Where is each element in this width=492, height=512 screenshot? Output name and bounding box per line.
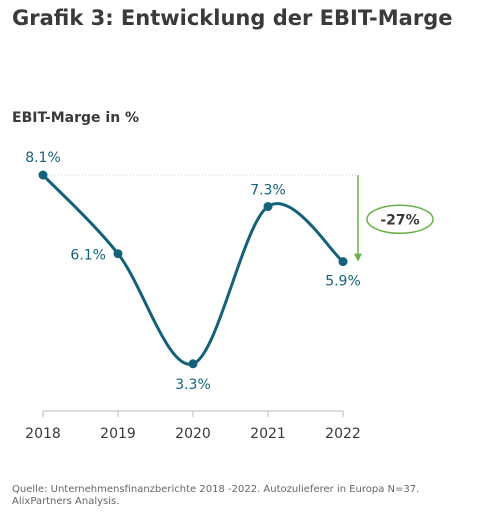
series-line (41, 173, 345, 366)
change-badge (366, 204, 434, 235)
data-label: 8.1% (25, 150, 61, 166)
data-point (263, 202, 273, 212)
data-point (188, 359, 198, 369)
source-line-1: Quelle: Unternehmensfinanzberichte 2018 … (12, 484, 420, 495)
x-tick-label: 2022 (325, 426, 361, 442)
chart-title: Grafik 3: Entwicklung der EBIT-Marge (12, 6, 453, 30)
data-point (338, 257, 348, 267)
data-label: 5.9% (325, 274, 361, 290)
change-badge-label: -27% (380, 212, 419, 228)
change-arrow-head (354, 253, 362, 262)
data-point (38, 170, 48, 180)
source-line-2: AlixPartners Analysis. (12, 496, 120, 507)
data-label: 6.1% (70, 248, 106, 264)
data-label: 3.3% (175, 377, 211, 393)
data-label: 7.3% (250, 183, 286, 199)
x-tick-label: 2018 (25, 426, 61, 442)
source-note: Quelle: Unternehmensfinanzberichte 2018 … (12, 484, 482, 508)
x-tick-label: 2020 (175, 426, 211, 442)
x-tick-label: 2021 (250, 426, 286, 442)
line-chart: 8.1% 6.1% 3.3% 7.3% 5.9% 2018 2019 2020 2021 202… (25, 150, 434, 442)
y-axis-label: EBIT-Marge in % (12, 110, 140, 126)
x-tick-label: 2019 (100, 426, 136, 442)
data-point (113, 249, 123, 259)
